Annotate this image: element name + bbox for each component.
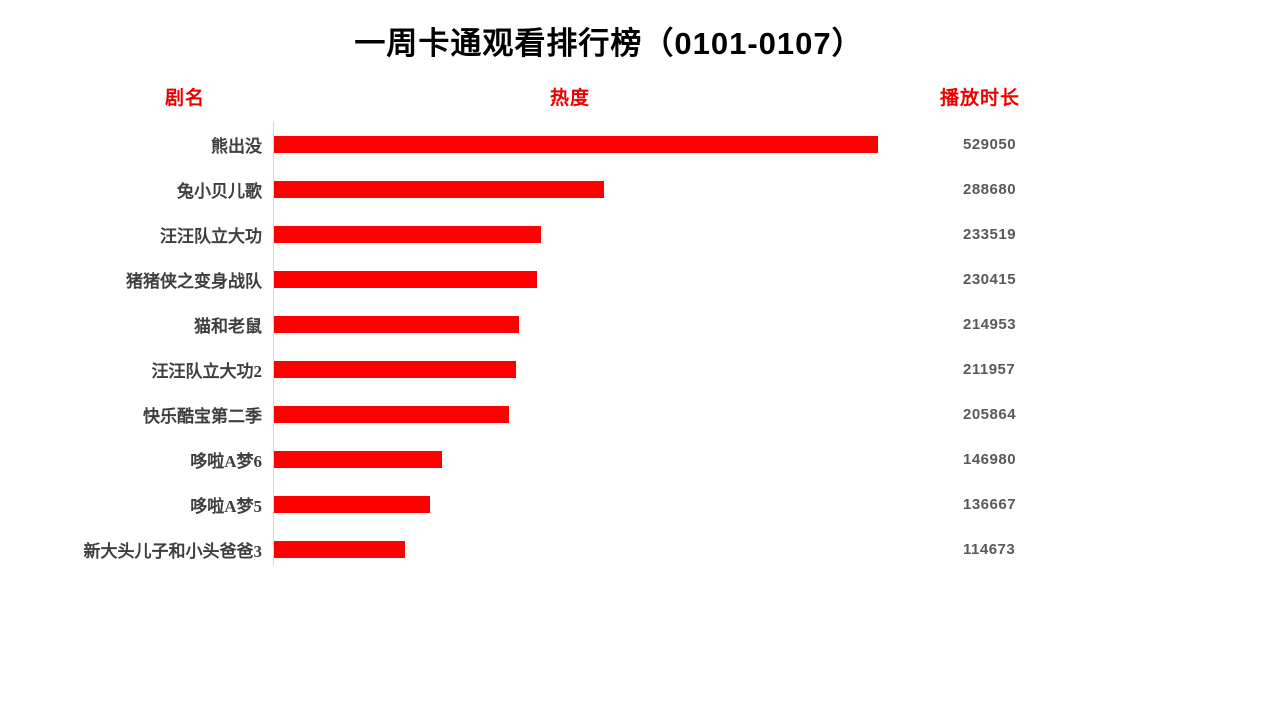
category-label: 快乐酷宝第二季 bbox=[143, 407, 262, 426]
chart-row: 兔小贝儿歌 288680 bbox=[0, 167, 1280, 212]
heat-bar bbox=[274, 406, 509, 423]
play-duration-value: 136667 bbox=[963, 496, 1017, 513]
bar-area bbox=[262, 361, 963, 378]
chart-row: 哆啦A梦6 146980 bbox=[0, 437, 1280, 482]
bar-chart: 熊出没 529050 兔小贝儿歌 288680 汪汪队立大功 233519 猪猪侠之变身战队… bbox=[0, 122, 1280, 572]
play-duration-value: 214953 bbox=[963, 316, 1017, 333]
category-label: 猫和老鼠 bbox=[194, 317, 262, 336]
play-duration-value: 114673 bbox=[963, 541, 1016, 558]
heat-bar bbox=[274, 541, 405, 558]
chart-title: 一周卡通观看排行榜（0101-0107） bbox=[354, 26, 864, 61]
column-header-play-duration: 播放时长 bbox=[939, 88, 1020, 109]
column-header-show-name: 剧名 bbox=[164, 88, 205, 109]
play-duration-value: 146980 bbox=[963, 451, 1017, 468]
heat-bar bbox=[274, 271, 537, 288]
category-label: 汪汪队立大功 bbox=[160, 227, 262, 246]
bar-area bbox=[262, 136, 963, 153]
heat-bar bbox=[274, 136, 878, 153]
play-duration-value: 205864 bbox=[963, 406, 1017, 423]
bar-area bbox=[262, 271, 963, 288]
column-header-heat: 热度 bbox=[549, 88, 590, 109]
category-label: 新大头儿子和小头爸爸3 bbox=[83, 542, 263, 561]
heat-bar bbox=[274, 451, 442, 468]
category-label: 哆啦A梦6 bbox=[190, 452, 262, 471]
bar-area bbox=[262, 316, 963, 333]
play-duration-value: 288680 bbox=[963, 181, 1017, 198]
category-axis-line bbox=[273, 121, 274, 566]
play-duration-value: 211957 bbox=[963, 361, 1016, 378]
bar-area bbox=[262, 451, 963, 468]
heat-bar bbox=[274, 361, 516, 378]
bar-area bbox=[262, 181, 963, 198]
category-label: 汪汪队立大功2 bbox=[151, 362, 263, 381]
chart-row: 新大头儿子和小头爸爸3 114673 bbox=[0, 527, 1280, 572]
chart-row: 快乐酷宝第二季 205864 bbox=[0, 392, 1280, 437]
bar-area bbox=[262, 541, 963, 558]
play-duration-value: 230415 bbox=[963, 271, 1017, 288]
bar-area bbox=[262, 406, 963, 423]
play-duration-value: 529050 bbox=[963, 136, 1017, 153]
chart-row: 哆啦A梦5 136667 bbox=[0, 482, 1280, 527]
chart-row: 猪猪侠之变身战队 230415 bbox=[0, 257, 1280, 302]
heat-bar bbox=[274, 181, 604, 198]
bar-area bbox=[262, 226, 963, 243]
chart-row: 熊出没 529050 bbox=[0, 122, 1280, 167]
play-duration-value: 233519 bbox=[963, 226, 1017, 243]
category-label: 猪猪侠之变身战队 bbox=[126, 272, 262, 291]
heat-bar bbox=[274, 316, 519, 333]
bar-area bbox=[262, 496, 963, 513]
chart-row: 猫和老鼠 214953 bbox=[0, 302, 1280, 347]
category-label: 熊出没 bbox=[211, 137, 262, 156]
chart-row: 汪汪队立大功2 211957 bbox=[0, 347, 1280, 392]
chart-row: 汪汪队立大功 233519 bbox=[0, 212, 1280, 257]
category-label: 哆啦A梦5 bbox=[190, 497, 262, 516]
heat-bar bbox=[274, 226, 541, 243]
heat-bar bbox=[274, 496, 430, 513]
category-label: 兔小贝儿歌 bbox=[177, 182, 262, 201]
